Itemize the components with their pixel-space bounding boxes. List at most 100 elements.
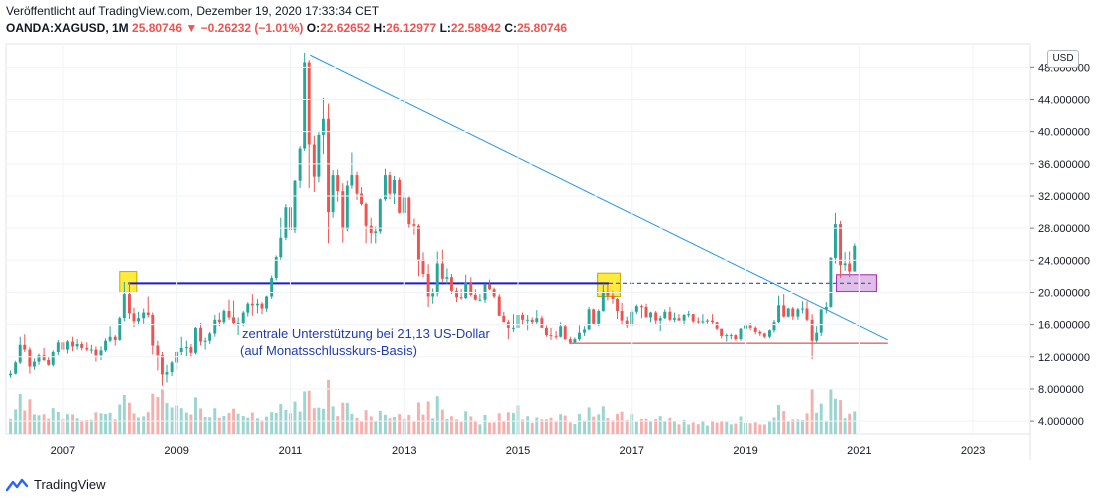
candle-body bbox=[274, 257, 278, 278]
candle-body bbox=[663, 311, 667, 319]
volume-bar bbox=[592, 416, 596, 434]
candle-body bbox=[639, 306, 643, 308]
volume-bar bbox=[511, 413, 515, 434]
volume-bar bbox=[341, 402, 345, 434]
volume-bar bbox=[89, 419, 93, 434]
candle-body bbox=[165, 372, 169, 375]
candle-body bbox=[199, 327, 203, 342]
candle-body bbox=[682, 314, 686, 321]
candle-body bbox=[606, 291, 610, 296]
candle-body bbox=[455, 290, 459, 298]
volume-bar bbox=[350, 413, 354, 434]
candle-body bbox=[587, 309, 591, 330]
candle-body bbox=[99, 350, 103, 356]
volume-bar bbox=[526, 416, 530, 434]
candle-body bbox=[829, 257, 833, 307]
annotation-line-1: zentrale Unterstützung bei 21,13 US-Doll… bbox=[242, 326, 491, 341]
candle-body bbox=[611, 295, 615, 299]
volume-bar bbox=[819, 403, 823, 434]
x-tick-label: 2021 bbox=[847, 445, 871, 457]
currency-unit-badge[interactable]: USD bbox=[1047, 50, 1079, 68]
candle-body bbox=[497, 296, 501, 316]
candle-body bbox=[65, 341, 69, 350]
candle-body bbox=[284, 207, 288, 238]
candle-body bbox=[47, 360, 51, 365]
volume-bar bbox=[151, 393, 155, 434]
volume-bar bbox=[208, 417, 212, 434]
volume-bar bbox=[455, 419, 459, 434]
candle-body bbox=[729, 335, 733, 337]
candle-body bbox=[431, 293, 435, 297]
volume-bar bbox=[284, 409, 288, 434]
volume-bar bbox=[829, 388, 833, 434]
candle-body bbox=[298, 148, 302, 181]
volume-bar bbox=[217, 417, 221, 434]
y-tick-label: 28.000000 bbox=[1038, 223, 1090, 235]
footer-brand[interactable]: TradingView bbox=[6, 477, 106, 492]
candle-body bbox=[160, 355, 164, 375]
volume-bar bbox=[668, 417, 672, 434]
candle-body bbox=[526, 319, 530, 321]
candle-body bbox=[577, 332, 581, 340]
volume-bar bbox=[521, 419, 525, 434]
volume-bar bbox=[383, 414, 387, 434]
volume-bar bbox=[772, 417, 776, 434]
candle-body bbox=[407, 197, 411, 225]
volume-bar bbox=[530, 422, 534, 434]
candle-body bbox=[18, 344, 22, 363]
candle-body bbox=[634, 306, 638, 312]
candle-body bbox=[739, 328, 743, 340]
volume-bar bbox=[104, 414, 108, 434]
volume-bar bbox=[682, 419, 686, 434]
volume-bar bbox=[711, 421, 715, 434]
candle-body bbox=[56, 342, 60, 352]
volume-bar bbox=[606, 418, 610, 434]
candle-body bbox=[445, 277, 449, 279]
candle-body bbox=[824, 306, 828, 310]
candle-body bbox=[146, 312, 150, 315]
volume-bar bbox=[193, 397, 197, 434]
candle-body bbox=[440, 263, 444, 279]
candle-body bbox=[677, 318, 681, 321]
volume-bar bbox=[388, 418, 392, 434]
volume-bar bbox=[222, 416, 226, 434]
volume-bar bbox=[577, 413, 581, 434]
volume-bar bbox=[270, 412, 274, 434]
volume-bar bbox=[398, 414, 402, 434]
candle-body bbox=[511, 327, 515, 329]
volume-bar bbox=[303, 391, 307, 434]
volume-bar bbox=[554, 421, 558, 434]
candle-body bbox=[303, 62, 307, 149]
volume-bar bbox=[255, 418, 259, 434]
candle-body bbox=[122, 294, 126, 319]
volume-bar bbox=[9, 418, 13, 434]
volume-bar bbox=[464, 411, 468, 434]
candle-body bbox=[89, 349, 93, 351]
volume-bar bbox=[483, 414, 487, 434]
candle-body bbox=[568, 339, 572, 343]
candle-body bbox=[620, 310, 624, 321]
x-tick-label: 2019 bbox=[733, 445, 757, 457]
candle-body bbox=[118, 318, 122, 340]
volume-bar bbox=[203, 417, 207, 434]
candle-body bbox=[720, 328, 724, 336]
volume-bar bbox=[762, 424, 766, 434]
candle-body bbox=[777, 305, 781, 323]
volume-bar bbox=[355, 417, 359, 434]
candle-body bbox=[815, 332, 819, 341]
candle-body bbox=[521, 314, 525, 320]
y-tick-label: 8.000000 bbox=[1038, 384, 1084, 396]
candle-body bbox=[654, 312, 658, 321]
volume-bar bbox=[800, 419, 804, 434]
volume-bar bbox=[663, 421, 667, 434]
candle-body bbox=[725, 335, 729, 337]
volume-bar bbox=[677, 424, 681, 434]
y-tick-label: 16.000000 bbox=[1038, 320, 1090, 332]
candle-body bbox=[327, 118, 331, 213]
volume-bar bbox=[725, 421, 729, 434]
volume-bar bbox=[274, 412, 278, 434]
candle-body bbox=[170, 362, 174, 373]
volume-bar bbox=[634, 421, 638, 434]
volume-bar bbox=[535, 417, 539, 434]
